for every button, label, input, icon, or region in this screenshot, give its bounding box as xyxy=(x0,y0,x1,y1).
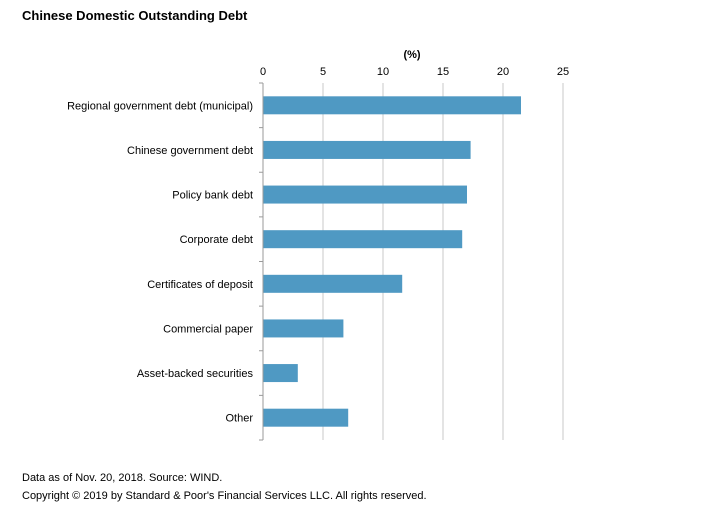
bar xyxy=(263,274,403,293)
category-label: Policy bank debt xyxy=(172,190,253,202)
bars xyxy=(263,96,521,427)
gridlines xyxy=(322,83,564,440)
copyright-note: Copyright © 2019 by Standard & Poor's Fi… xyxy=(22,490,427,502)
bar xyxy=(263,185,467,204)
category-label: Certificates of deposit xyxy=(147,279,253,291)
category-label: Asset-backed securities xyxy=(137,368,254,380)
bar xyxy=(263,140,471,159)
bar xyxy=(263,319,344,338)
category-labels: Regional government debt (municipal) Chin… xyxy=(67,100,253,424)
category-label: Commercial paper xyxy=(163,323,253,335)
source-note: Data as of Nov. 20, 2018. Source: WIND. xyxy=(22,472,223,484)
bar xyxy=(263,230,463,249)
x-tick-label: 10 xyxy=(377,66,389,78)
x-tick-label: 20 xyxy=(497,66,509,78)
category-label: Chinese government debt xyxy=(127,145,253,157)
category-label: Regional government debt (municipal) xyxy=(67,100,253,112)
bar-chart: (%) 0 5 10 15 20 25 Regional government debt … xyxy=(67,49,569,441)
category-label: Other xyxy=(225,413,253,425)
category-label: Corporate debt xyxy=(180,234,253,246)
bar xyxy=(263,364,298,383)
bar xyxy=(263,408,349,427)
y-axis-ticks xyxy=(259,82,263,441)
x-tick-labels: 0 5 10 15 20 25 xyxy=(260,66,569,78)
x-axis-unit-label: (%) xyxy=(403,49,420,61)
x-tick-label: 0 xyxy=(260,66,266,78)
x-tick-label: 25 xyxy=(557,66,569,78)
x-tick-label: 15 xyxy=(437,66,449,78)
chart-title: Chinese Domestic Outstanding Debt xyxy=(22,8,248,23)
bar xyxy=(263,96,521,115)
x-tick-label: 5 xyxy=(320,66,326,78)
